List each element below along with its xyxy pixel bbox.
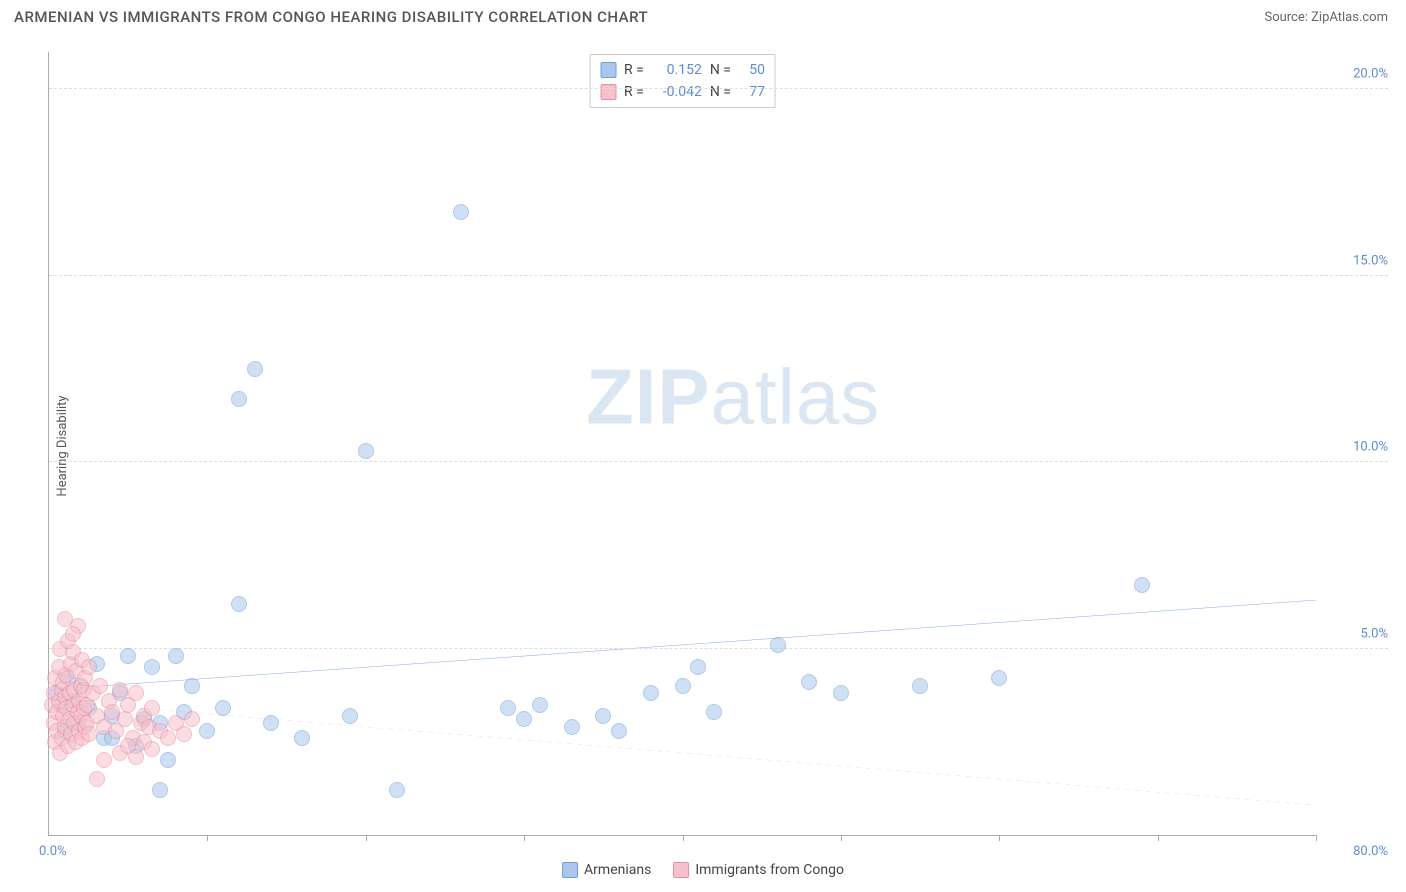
data-point <box>65 626 81 642</box>
legend-item: Immigrants from Congo <box>673 862 844 878</box>
gridline <box>49 88 1388 89</box>
legend-swatch <box>600 62 616 78</box>
legend-swatch <box>600 84 616 100</box>
x-tick <box>999 835 1000 841</box>
data-point <box>263 715 279 731</box>
x-tick <box>366 835 367 841</box>
data-point <box>81 659 97 675</box>
gridline <box>49 275 1388 276</box>
data-point <box>294 730 310 746</box>
data-point <box>706 704 722 720</box>
data-point <box>160 752 176 768</box>
data-point <box>112 682 128 698</box>
x-tick <box>207 835 208 841</box>
x-tick <box>1158 835 1159 841</box>
legend-item: Armenians <box>562 862 651 878</box>
trend-line <box>49 701 1316 805</box>
source-attribution: Source: ZipAtlas.com <box>1264 10 1388 25</box>
data-point <box>117 711 133 727</box>
data-point <box>500 700 516 716</box>
data-point <box>128 685 144 701</box>
y-tick-label: 20.0% <box>1328 67 1388 82</box>
stat-r-label: R = <box>624 81 644 103</box>
trend-line <box>49 600 1316 689</box>
data-point <box>184 678 200 694</box>
data-point <box>595 708 611 724</box>
stat-n-value: 77 <box>739 81 765 103</box>
stats-legend: R = 0.152 N = 50 R = -0.042 N = 77 <box>589 54 776 108</box>
y-tick-label: 15.0% <box>1328 253 1388 268</box>
data-point <box>912 678 928 694</box>
data-point <box>57 611 73 627</box>
data-point <box>89 771 105 787</box>
data-point <box>120 648 136 664</box>
data-point <box>199 723 215 739</box>
data-point <box>991 670 1007 686</box>
data-point <box>96 752 112 768</box>
data-point <box>690 659 706 675</box>
gridline <box>49 648 1388 649</box>
data-point <box>231 596 247 612</box>
data-point <box>801 674 817 690</box>
data-point <box>184 711 200 727</box>
data-point <box>160 730 176 746</box>
data-point <box>643 685 659 701</box>
data-point <box>168 648 184 664</box>
data-point <box>358 443 374 459</box>
stat-r-label: R = <box>624 59 644 81</box>
gridline <box>49 461 1388 462</box>
x-tick <box>524 835 525 841</box>
data-point <box>453 204 469 220</box>
data-point <box>389 782 405 798</box>
data-point <box>152 782 168 798</box>
data-point <box>833 685 849 701</box>
x-max-label: 80.0% <box>1353 844 1388 859</box>
data-point <box>342 708 358 724</box>
data-point <box>81 726 97 742</box>
y-tick-label: 10.0% <box>1328 440 1388 455</box>
x-tick <box>1316 835 1317 841</box>
x-origin-label: 0.0% <box>39 844 67 859</box>
data-point <box>532 697 548 713</box>
stat-n-value: 50 <box>739 59 765 81</box>
data-point <box>92 678 108 694</box>
stat-r-value: 0.152 <box>652 59 702 81</box>
legend-label: Immigrants from Congo <box>695 862 844 878</box>
stat-n-label: N = <box>710 81 731 103</box>
data-point <box>516 711 532 727</box>
x-tick <box>683 835 684 841</box>
data-point <box>675 678 691 694</box>
data-point <box>215 700 231 716</box>
stat-n-label: N = <box>710 59 731 81</box>
data-point <box>247 361 263 377</box>
data-point <box>144 659 160 675</box>
data-point <box>770 637 786 653</box>
y-tick-label: 5.0% <box>1328 626 1388 641</box>
stats-row: R = 0.152 N = 50 <box>600 59 765 81</box>
chart-title: ARMENIAN VS IMMIGRANTS FROM CONGO HEARIN… <box>14 8 648 26</box>
data-point <box>144 700 160 716</box>
scatter-chart: ZIPatlas R =0.152N =50R =-0.042N =77 0.0… <box>48 52 1316 836</box>
data-point <box>1134 577 1150 593</box>
legend-swatch <box>673 862 689 878</box>
data-point <box>144 741 160 757</box>
stat-r-value: -0.042 <box>652 81 702 103</box>
data-point <box>128 749 144 765</box>
x-tick <box>841 835 842 841</box>
trend-lines <box>49 52 1316 835</box>
series-legend: Armenians Immigrants from Congo <box>562 862 844 878</box>
legend-label: Armenians <box>584 862 651 878</box>
data-point <box>231 391 247 407</box>
legend-swatch <box>562 862 578 878</box>
stats-row: R = -0.042 N = 77 <box>600 81 765 103</box>
data-point <box>611 723 627 739</box>
data-point <box>176 726 192 742</box>
data-point <box>564 719 580 735</box>
